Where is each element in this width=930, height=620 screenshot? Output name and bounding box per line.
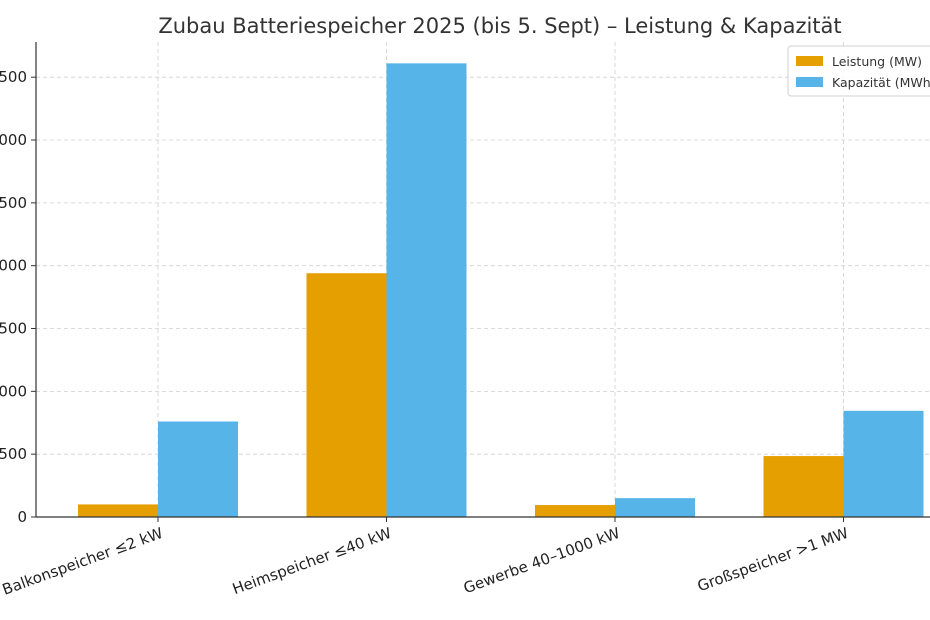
y-tick-label: 0 [17, 508, 27, 526]
y-tick-label: 1000 [0, 382, 27, 400]
y-tick-labels: 0 500 1000 1500 2000 2500 3000 3500 [0, 68, 27, 526]
legend-swatch [796, 77, 823, 87]
bar-kapazitaet [843, 410, 924, 517]
y-tick-label: 2000 [0, 257, 27, 275]
y-tick-label: 3000 [0, 131, 27, 149]
x-tick-labels: Balkonspeicher ≤2 kW Heimspeicher ≤40 kW G… [0, 524, 851, 599]
y-tick-label: 3500 [0, 68, 27, 86]
x-tick-label: Heimspeicher ≤40 kW [230, 524, 394, 598]
legend-label: Kapazität (MWh) [832, 75, 930, 90]
chart-title: Zubau Batteriespeicher 2025 (bis 5. Sept… [158, 14, 841, 38]
bar-leistung [535, 505, 615, 517]
bar-leistung [763, 456, 844, 517]
x-tick-label: Balkonspeicher ≤2 kW [0, 524, 166, 599]
bar-leistung [306, 273, 387, 517]
x-tick-label: Gewerbe 40–1000 kW [461, 524, 622, 597]
axes [31, 42, 930, 522]
legend: Leistung (MW) Kapazität (MWh) [787, 45, 930, 97]
legend-swatch [796, 56, 823, 66]
bar-kapazitaet [158, 421, 238, 517]
bars [78, 63, 924, 518]
bar-kapazitaet [615, 498, 695, 517]
y-tick-label: 500 [0, 445, 27, 463]
legend-label: Leistung (MW) [832, 54, 922, 69]
x-tick-label: Großspeicher >1 MW [695, 524, 851, 595]
bar-leistung [78, 504, 158, 517]
bar-kapazitaet [386, 63, 467, 518]
legend-box [787, 45, 930, 97]
y-tick-label: 2500 [0, 194, 27, 212]
y-tick-label: 1500 [0, 320, 27, 338]
